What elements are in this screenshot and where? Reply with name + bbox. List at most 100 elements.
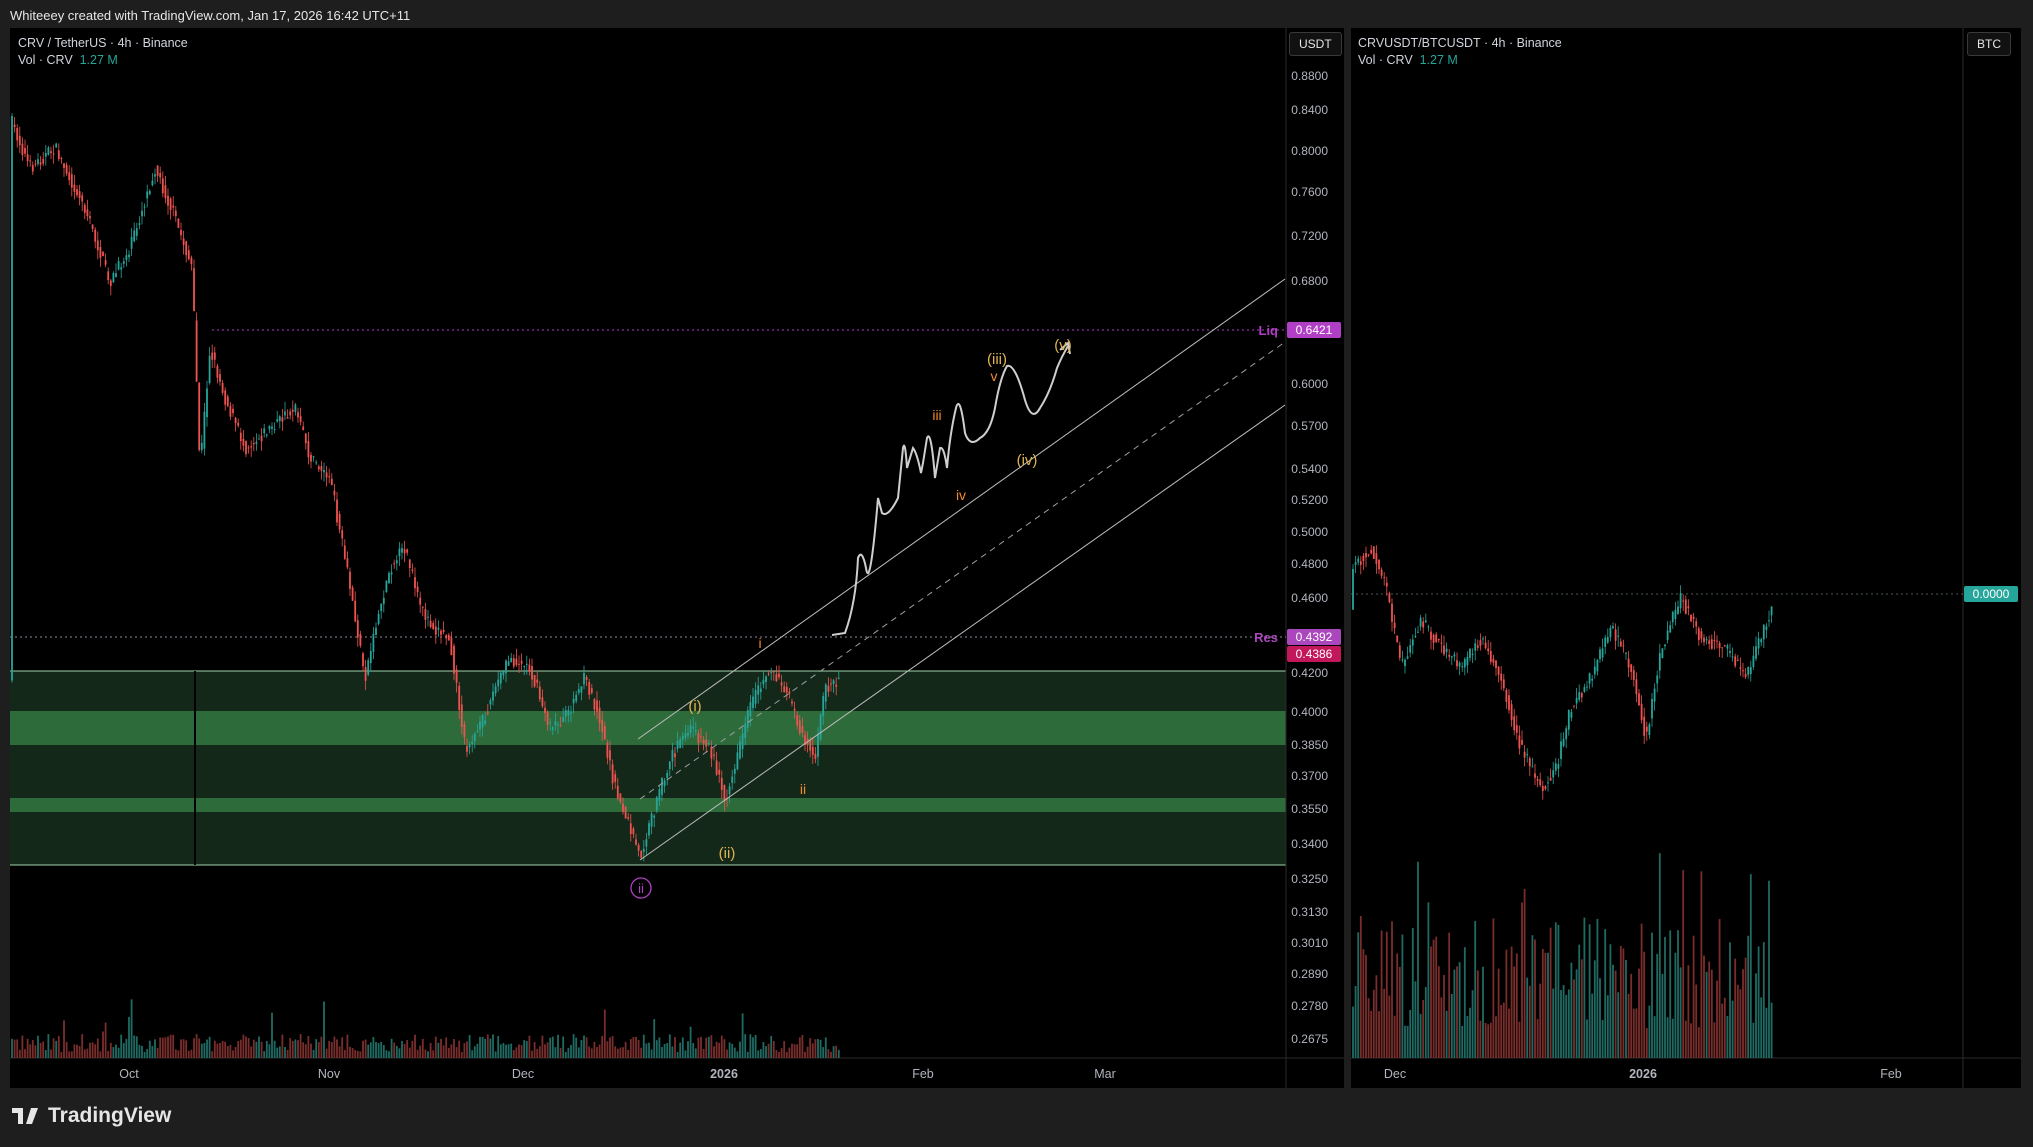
main-chart-pane[interactable]: (iii) (v) v iii (iv) iv i (i) ii (ii) ii…	[10, 28, 1344, 1088]
volume-bar	[94, 1044, 97, 1058]
ratio-currency-unit-button[interactable]: BTC	[1967, 32, 2011, 56]
ratio-candle-body	[1515, 725, 1518, 733]
ratio-candle-body	[1734, 656, 1737, 666]
candle-body	[780, 682, 783, 686]
volume-bar	[349, 1046, 351, 1058]
volume-bar	[109, 1042, 112, 1058]
candle-body	[429, 620, 432, 628]
candle-body	[307, 441, 310, 458]
volume-bar	[203, 1043, 206, 1058]
ratio-candle-body	[1466, 656, 1469, 666]
ratio-volume-bar	[1437, 966, 1440, 1058]
volume-bar	[785, 1051, 788, 1058]
ratio-volume-bar	[1401, 934, 1404, 1058]
ratio-volume-bar	[1502, 1002, 1505, 1058]
ratio-candle-body	[1383, 576, 1386, 578]
volume-bar	[232, 1050, 234, 1058]
volume-bar	[406, 1040, 409, 1058]
ratio-candle-body	[1648, 724, 1651, 736]
volume-bar	[312, 1049, 315, 1058]
volume-bar	[590, 1048, 593, 1058]
ratio-volume-bar	[1534, 939, 1536, 1058]
volume-bar	[468, 1035, 471, 1058]
candle-body	[372, 633, 375, 652]
candle-body	[122, 261, 125, 264]
candle-body	[684, 733, 687, 738]
ratio-candle-body	[1729, 651, 1731, 654]
volume-bar	[609, 1037, 611, 1058]
ratio-candle-body	[1435, 634, 1438, 642]
ratio-candle-body	[1409, 645, 1412, 653]
tradingview-logo[interactable]: TradingView	[12, 1104, 171, 1128]
volume-bar	[133, 1035, 136, 1058]
ratio-time-axis[interactable]: Dec 2026 Feb	[1384, 1067, 1902, 1081]
ratio-candle-body	[1534, 773, 1536, 778]
candle-body	[661, 777, 663, 795]
ratio-candle-body	[1354, 562, 1357, 565]
volume-bar	[793, 1044, 796, 1058]
ratio-candle-body	[1411, 639, 1414, 646]
candle-body	[476, 730, 479, 733]
candle-body	[525, 663, 528, 665]
time-axis-label: Nov	[318, 1067, 341, 1081]
candle-body	[26, 154, 29, 161]
volume-bar	[128, 1016, 130, 1058]
volume-bar	[512, 1050, 515, 1058]
candle-body	[575, 694, 578, 702]
candle-body	[24, 148, 26, 154]
candle-body	[437, 627, 440, 630]
ratio-volume-bar	[1354, 985, 1357, 1058]
ratio-candle-body	[1398, 645, 1401, 658]
volume-bar	[395, 1045, 398, 1058]
volume-bar	[572, 1034, 575, 1058]
candle-body	[544, 707, 546, 713]
main-symbol-line[interactable]: CRV / TetherUS · 4h · Binance	[18, 36, 188, 50]
price-axis-label: 0.5700	[1291, 419, 1328, 433]
ratio-candle-body	[1677, 606, 1679, 614]
liq-price-tag-text: 0.6421	[1296, 323, 1333, 337]
time-axis[interactable]: Oct Nov Dec 2026 Feb Mar	[119, 1067, 1115, 1081]
ratio-candle-body	[1599, 649, 1601, 660]
volume-bar	[242, 1034, 245, 1058]
candle-body	[333, 490, 336, 496]
ratio-candle-body	[1591, 678, 1594, 681]
volume-bar	[507, 1044, 510, 1058]
volume-bar	[302, 1042, 305, 1058]
volume-bar	[315, 1039, 318, 1058]
currency-unit-button[interactable]: USDT	[1289, 32, 1342, 56]
volume-bar	[624, 1041, 627, 1058]
ratio-volume-bar	[1575, 969, 1578, 1058]
volume-bar	[388, 1051, 390, 1058]
volume-bar	[759, 1049, 762, 1058]
candle-body	[518, 663, 520, 665]
volume-bar	[739, 1041, 741, 1058]
ratio-vol-value: 1.27 M	[1419, 53, 1458, 67]
volume-bar	[221, 1040, 224, 1058]
ratio-candle-body	[1661, 648, 1664, 659]
candle-body	[96, 240, 99, 251]
candle-body	[710, 746, 713, 759]
candle-body	[466, 746, 468, 752]
candle-body	[554, 721, 557, 726]
candle-body	[471, 741, 474, 744]
ratio-volume-bar	[1482, 966, 1484, 1058]
ratio-chart-pane[interactable]: 0.0000 Dec 2026 Feb CRVUSDT/BTCUSDT · 4h ·…	[1351, 28, 2021, 1088]
ratio-volume-bar	[1461, 1025, 1464, 1058]
candle-body	[736, 752, 739, 770]
candle-body	[354, 600, 357, 622]
ratio-chart-canvas[interactable]: 0.0000 Dec 2026 Feb	[1351, 28, 2021, 1088]
ratio-symbol-line[interactable]: CRVUSDT/BTCUSDT · 4h · Binance	[1358, 36, 1562, 50]
candle-body	[835, 684, 838, 687]
price-axis[interactable]: 0.8800 0.8400 0.8000 0.7600 0.7200 0.6800 0.60…	[1291, 69, 1328, 1046]
volume-bar	[700, 1036, 702, 1058]
candle-body	[741, 733, 744, 750]
ratio-volume-bar	[1661, 973, 1664, 1058]
main-chart-canvas[interactable]: (iii) (v) v iii (iv) iv i (i) ii (ii) ii…	[10, 28, 1344, 1088]
candle-body	[718, 769, 721, 775]
ratio-candle-body	[1430, 631, 1432, 640]
volume-bar	[291, 1040, 294, 1058]
volume-bar	[47, 1034, 50, 1058]
candle-body	[276, 419, 279, 422]
wave-label-ii-circled: ii	[638, 881, 644, 896]
volume-bar	[837, 1049, 840, 1058]
